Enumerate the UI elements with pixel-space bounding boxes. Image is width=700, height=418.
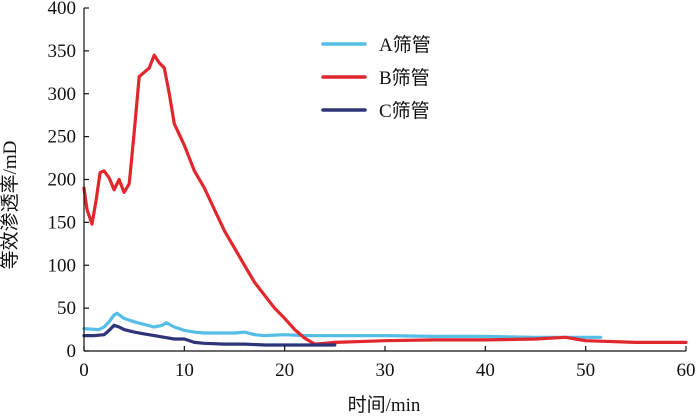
x-tick-label: 10 <box>175 360 194 381</box>
x-axis-title: 时间/min <box>348 394 421 416</box>
series-line-2 <box>82 53 688 346</box>
series-line-3 <box>82 323 337 347</box>
x-tick-label: 0 <box>79 360 89 381</box>
y-tick-label: 300 <box>48 84 77 105</box>
legend: A筛管 B筛管 C筛管 <box>321 34 431 122</box>
legend-label-3: C筛管 <box>379 100 430 122</box>
x-tick-label: 50 <box>576 360 595 381</box>
x-tick-label: 60 <box>677 360 696 381</box>
axes <box>83 8 686 352</box>
y-tick-label: 0 <box>67 341 77 362</box>
legend-label-1: A筛管 <box>379 34 431 56</box>
y-tick-label: 200 <box>48 170 77 191</box>
x-tick-label: 40 <box>476 360 495 381</box>
y-tick-label: 50 <box>57 298 76 319</box>
series-line-1 <box>82 311 603 339</box>
legend-label-2: B筛管 <box>379 67 430 89</box>
y-tick-label: 400 <box>48 0 77 19</box>
y-tick-label: 100 <box>48 255 77 276</box>
series-lines <box>82 53 688 347</box>
y-tick-label: 350 <box>48 41 77 62</box>
y-tick-label: 150 <box>48 212 77 233</box>
y-tick-label: 250 <box>48 127 77 148</box>
y-axis-title: 等效渗透率/mD <box>0 141 21 270</box>
tick-labels: 0 50 100 150 200 250 300 350 400 0 10 20 30 40 50 60 <box>48 0 696 381</box>
x-tick-label: 20 <box>275 360 294 381</box>
x-tick-label: 30 <box>376 360 395 381</box>
